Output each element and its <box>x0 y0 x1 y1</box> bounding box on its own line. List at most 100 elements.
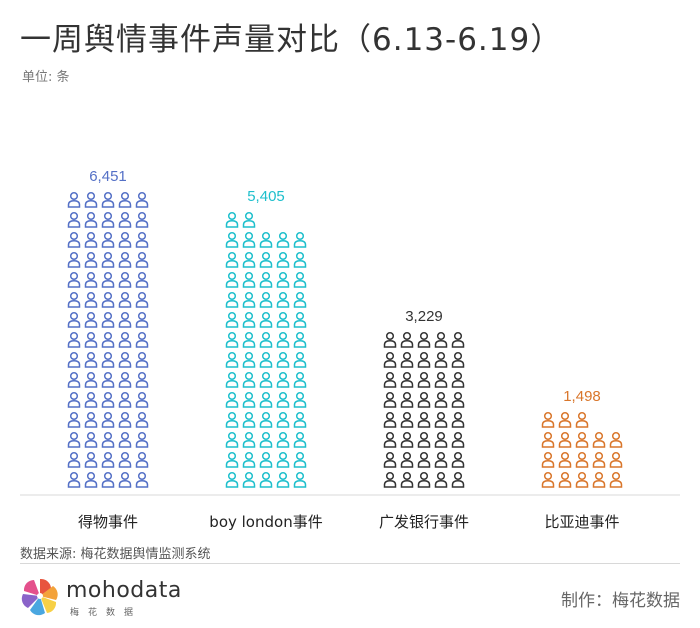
person-icon <box>541 451 555 468</box>
person-icon <box>135 471 149 488</box>
person-icon <box>276 291 290 308</box>
source-label: 数据来源: 梅花数据舆情监测系统 <box>20 547 211 562</box>
person-icon <box>558 471 572 488</box>
person-icon <box>67 311 81 328</box>
person-icon <box>67 271 81 288</box>
person-icon <box>276 351 290 368</box>
person-icon <box>101 271 115 288</box>
flower-logo-icon <box>21 578 58 616</box>
person-icon <box>293 431 307 448</box>
category-label: boy london事件 <box>209 513 322 531</box>
person-icon <box>67 451 81 468</box>
person-icon <box>67 211 81 228</box>
person-icon <box>67 471 81 488</box>
person-icon <box>417 371 431 388</box>
person-icon <box>259 471 273 488</box>
person-icon <box>242 331 256 348</box>
person-icon <box>84 391 98 408</box>
person-icon <box>417 351 431 368</box>
person-icon <box>417 411 431 428</box>
person-icon <box>293 391 307 408</box>
person-icon <box>101 191 115 208</box>
person-icon <box>276 371 290 388</box>
person-icon <box>101 371 115 388</box>
person-icon <box>293 471 307 488</box>
person-icon <box>67 431 81 448</box>
person-icon <box>383 411 397 428</box>
person-icon <box>101 451 115 468</box>
person-icon <box>84 271 98 288</box>
person-icon <box>293 411 307 428</box>
person-icon <box>383 391 397 408</box>
person-icon <box>558 411 572 428</box>
person-icon <box>101 331 115 348</box>
person-icon <box>242 211 256 228</box>
person-icon <box>84 411 98 428</box>
person-icon <box>293 251 307 268</box>
person-icon <box>67 251 81 268</box>
value-label: 5,405 <box>247 188 285 205</box>
person-icon <box>67 351 81 368</box>
logo-brand-cn-text: 梅花数据 <box>70 608 143 618</box>
person-icon <box>259 451 273 468</box>
person-icon <box>400 431 414 448</box>
person-icon <box>101 311 115 328</box>
person-icon <box>541 411 555 428</box>
person-icon <box>84 431 98 448</box>
person-icon <box>276 431 290 448</box>
person-icon <box>135 271 149 288</box>
person-icon <box>293 231 307 248</box>
person-icon <box>67 331 81 348</box>
person-icon <box>259 311 273 328</box>
person-icon <box>84 351 98 368</box>
person-icon <box>135 311 149 328</box>
person-icon <box>84 331 98 348</box>
person-icon <box>609 471 623 488</box>
person-icon <box>135 371 149 388</box>
person-icon <box>67 291 81 308</box>
person-icon <box>400 331 414 348</box>
person-icon <box>118 411 132 428</box>
person-icon <box>67 411 81 428</box>
person-icon <box>67 371 81 388</box>
chart-title: 一周舆情事件声量对比（6.13-6.19） <box>20 22 563 58</box>
person-icon <box>451 451 465 468</box>
pictograph-chart: 6,451 得物事件 5,405 boy london事件 3,229 广发银行事件 1,4… <box>20 168 680 531</box>
person-icon <box>101 471 115 488</box>
person-icon <box>276 231 290 248</box>
person-icon <box>135 231 149 248</box>
person-icon <box>259 331 273 348</box>
person-icon <box>101 231 115 248</box>
person-icon <box>276 451 290 468</box>
person-icon <box>225 471 239 488</box>
person-icon <box>575 431 589 448</box>
person-icon <box>259 391 273 408</box>
person-icon <box>417 391 431 408</box>
unit-label: 单位: 条 <box>22 70 70 85</box>
person-icon <box>575 451 589 468</box>
person-icon <box>259 231 273 248</box>
person-icon <box>84 211 98 228</box>
person-icon <box>135 191 149 208</box>
person-icon <box>135 451 149 468</box>
person-icon <box>400 451 414 468</box>
person-icon <box>135 251 149 268</box>
person-icon <box>383 431 397 448</box>
person-icon <box>383 331 397 348</box>
person-icon <box>67 231 81 248</box>
person-icon <box>101 291 115 308</box>
person-icon <box>242 391 256 408</box>
bar-group: 6,451 得物事件 <box>67 168 149 531</box>
person-icon <box>225 311 239 328</box>
person-icon <box>259 291 273 308</box>
person-icon <box>276 471 290 488</box>
logo-brand-text: mohodata <box>66 578 182 603</box>
person-icon <box>225 371 239 388</box>
person-icon <box>67 391 81 408</box>
person-icon <box>225 351 239 368</box>
person-icon <box>609 431 623 448</box>
person-icon <box>118 391 132 408</box>
person-icon <box>592 451 606 468</box>
person-icon <box>118 351 132 368</box>
person-icon <box>293 271 307 288</box>
